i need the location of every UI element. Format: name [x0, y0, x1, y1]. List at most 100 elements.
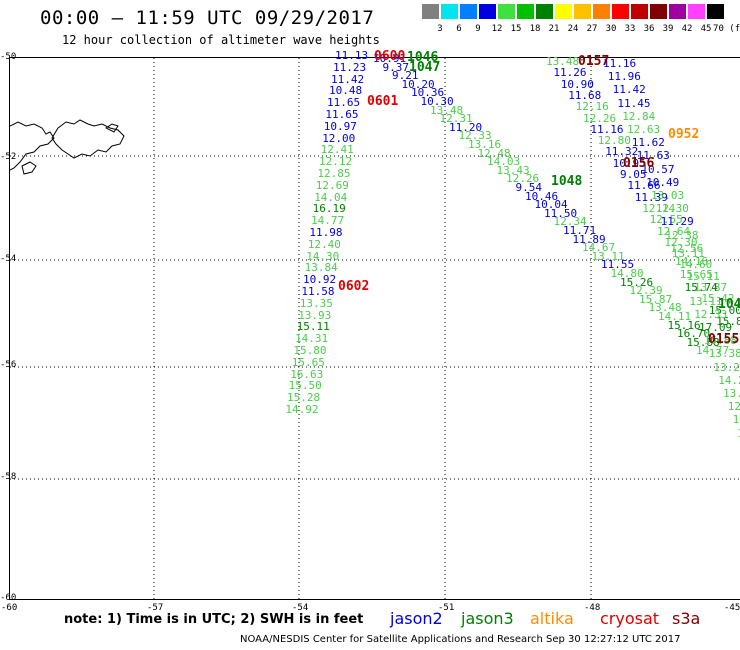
wave-height-value: 15.65 — [679, 268, 713, 282]
wave-height-value: 11.29 — [660, 215, 694, 229]
wave-height-value: 14.60 — [679, 258, 713, 272]
wave-height-value: 15.87 — [639, 292, 673, 306]
wave-height-value: 15.16 — [667, 318, 701, 332]
wave-height-value: 11.50 — [544, 206, 578, 220]
wave-height-value: 12.31 — [439, 112, 473, 126]
pass-time-label: 1047 — [409, 60, 441, 75]
wave-height-value: 12.63 — [627, 123, 661, 136]
wave-height-value: 13.26 — [713, 360, 740, 374]
wave-height-value: 12.26 — [583, 111, 617, 125]
wave-height-value: 11.26 — [553, 66, 587, 80]
scale-label: 6 — [456, 24, 462, 34]
wave-height-value: 11.63 — [636, 149, 670, 163]
scale-label: 70 (ft) — [713, 24, 740, 34]
falkland-islands-coastline — [10, 119, 125, 175]
scale-swatch — [555, 4, 572, 19]
scale-swatch — [631, 4, 648, 19]
wave-height-value: 15.11 — [296, 320, 330, 334]
scale-label: 18 — [529, 24, 541, 34]
scale-label: 12 — [491, 24, 503, 34]
scale-swatch — [574, 4, 591, 19]
pass-time-label: 0601 — [367, 94, 399, 109]
lat-label: -56 — [0, 360, 17, 370]
scale-label: 21 — [548, 24, 560, 34]
wave-height-value: 9.21 — [392, 69, 419, 83]
wave-height-value: 13.03 — [651, 189, 685, 202]
wave-height-value: 12.33 — [694, 307, 728, 321]
wave-height-value: 12.14 — [642, 201, 676, 215]
wave-height-value: 14.03 — [487, 155, 521, 169]
wave-height-value: 14.11 — [658, 310, 692, 323]
scale-swatch — [650, 4, 667, 19]
scale-swatch — [479, 4, 496, 19]
wave-height-value: 11.65 — [325, 108, 359, 121]
wave-height-value: 14.92 — [285, 403, 319, 416]
wave-height-value: 13.48 — [648, 301, 682, 315]
wave-height-value: 13.38 — [708, 347, 740, 361]
wave-height-value: 12.16 — [575, 100, 609, 114]
wave-height-value: 10.91 — [373, 52, 407, 65]
wave-height-value: 15.42 — [701, 292, 735, 306]
wave-height-value: 12.41 — [320, 143, 354, 157]
wave-height-value: 13.84 — [304, 261, 338, 275]
wave-height-value: 15.28 — [287, 391, 321, 405]
scale-label: 45 — [700, 24, 712, 34]
wave-height-value: 15.88 — [686, 335, 720, 349]
wave-height-value: 11.96 — [607, 70, 641, 84]
wave-height-value: 12.38 — [665, 228, 699, 242]
wave-height-value: 10.97 — [323, 119, 357, 133]
wave-height-value: 11.71 — [563, 224, 597, 237]
wave-height-value: 11.16 — [590, 122, 624, 136]
wave-height-value: 13.11 — [689, 294, 723, 308]
wave-height-value: 16.63 — [290, 367, 324, 381]
wave-height-value: 10.46 — [525, 189, 559, 203]
wave-height-value: 9.54 — [515, 181, 543, 194]
lat-label: -50 — [0, 52, 17, 62]
lon-label: -60 — [1, 603, 18, 613]
wave-height-value: 14.80 — [610, 267, 644, 280]
pass-time-label: 104 — [718, 297, 740, 312]
legend-altika: altika — [530, 609, 574, 628]
wave-height-value: 13.43 — [496, 163, 530, 177]
wave-height-value: 15.26 — [620, 275, 654, 289]
lat-label: -54 — [0, 254, 17, 264]
wave-height-value: 13.6 — [732, 413, 740, 427]
wave-height-value: 17.09 — [699, 321, 733, 334]
wave-height-value: 11.98 — [309, 226, 343, 239]
wave-height-value: 14.29 — [718, 373, 740, 387]
wave-height-value: 14.04 — [314, 190, 348, 204]
wave-height-value: 10.30 — [420, 95, 454, 108]
legend-jason2: jason2 — [390, 609, 443, 628]
wave-height-value: 10.92 — [303, 273, 337, 287]
scale-swatch — [536, 4, 553, 19]
wave-height-value: 15.00 — [708, 303, 740, 317]
pass-time-label: 1046 — [407, 50, 439, 65]
pass-time-label: 0952 — [668, 127, 700, 142]
wave-height-value: 10.49 — [646, 175, 680, 189]
pass-time-label: 0156 — [623, 156, 655, 171]
wave-height-value: 16.19 — [312, 202, 346, 216]
lat-label: -52 — [0, 152, 17, 162]
wave-height-value: 11.42 — [331, 72, 365, 86]
legend-cryosat: cryosat — [600, 609, 660, 628]
map-plot-area — [9, 57, 740, 600]
scale-label: 24 — [567, 24, 579, 34]
wave-height-value: 15.80 — [293, 344, 327, 357]
wave-height-value: 14.77 — [311, 214, 345, 228]
units-note: note: 1) Time is in UTC; 2) SWH is in fe… — [64, 612, 364, 627]
wave-height-value: 15.65 — [291, 355, 325, 369]
wave-height-value: 13.48 — [430, 103, 464, 117]
wave-height-value: 14.77 — [696, 344, 730, 358]
wave-height-value: 12.84 — [622, 109, 656, 123]
map-title: 00:00 – 11:59 UTC 09/29/2017 — [40, 7, 375, 29]
wave-height-value: 10.36 — [411, 86, 445, 100]
wave-height-value: 16.70 — [677, 327, 711, 341]
scale-swatch — [669, 4, 686, 19]
wave-height-value: 14.30 — [306, 249, 340, 263]
wave-height-value: 15.50 — [288, 379, 322, 393]
wave-height-value: 12.48 — [477, 146, 511, 160]
wave-height-value: 11.42 — [612, 83, 646, 97]
wave-height-value: 11.89 — [572, 232, 606, 246]
wave-height-value: 9.05 — [620, 168, 647, 181]
scale-swatch — [593, 4, 610, 19]
